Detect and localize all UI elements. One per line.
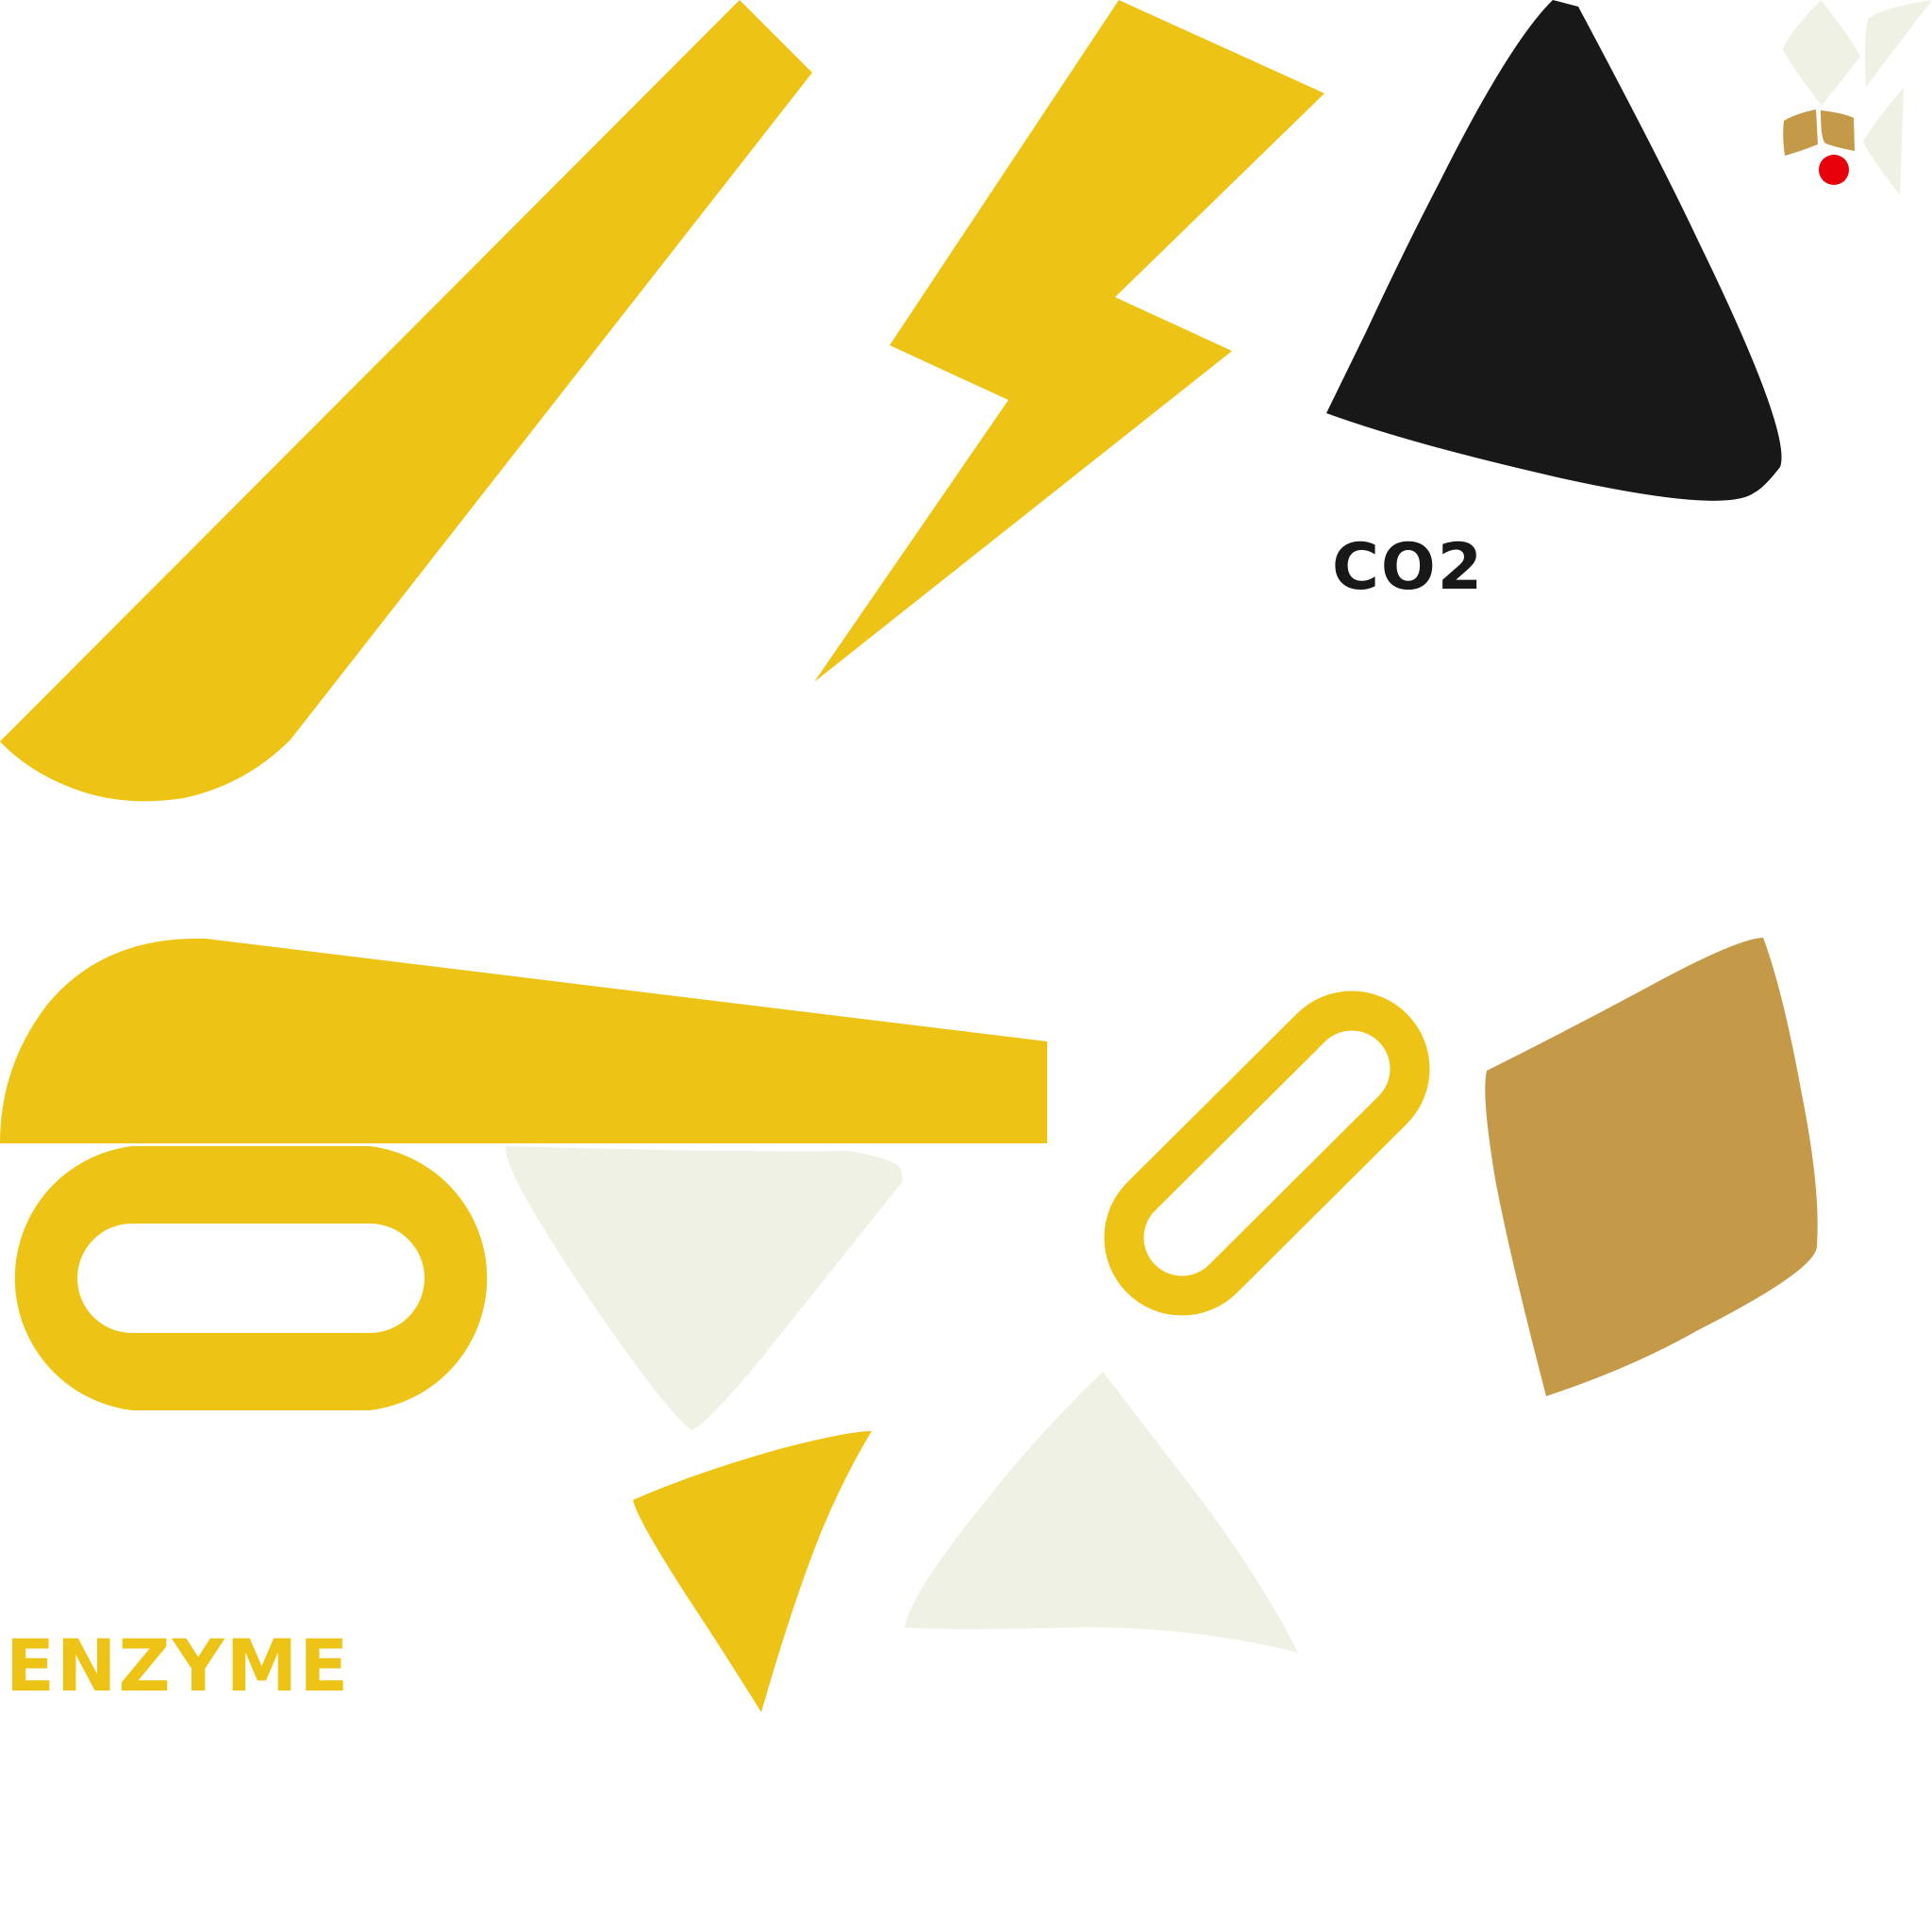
black-triangle-shape	[1326, 0, 1782, 501]
cream-triangle-top	[505, 1146, 903, 1430]
yellow-blade-shape	[0, 0, 812, 802]
yellow-small-triangle	[633, 1431, 872, 1712]
enzyme-label: ENZYME	[6, 1624, 351, 1707]
yellow-diagonal-ring	[1104, 991, 1430, 1316]
small-cream-leaf-top	[1783, 0, 1860, 106]
tan-quad-shape	[1485, 938, 1818, 1396]
red-dot	[1819, 155, 1849, 185]
small-tan-piece-right	[1821, 110, 1855, 151]
cream-triangle-bottom	[905, 1372, 1298, 1653]
yellow-horizontal-ring	[14, 1146, 488, 1410]
small-cream-leaf-lower	[1863, 88, 1904, 195]
co2-label: CO2	[1332, 530, 1485, 605]
small-tan-piece-left	[1783, 109, 1818, 156]
lightning-bolt-icon	[814, 0, 1324, 682]
small-cream-leaf-right	[1864, 0, 1932, 87]
yellow-wedge-shape	[0, 938, 1047, 1143]
